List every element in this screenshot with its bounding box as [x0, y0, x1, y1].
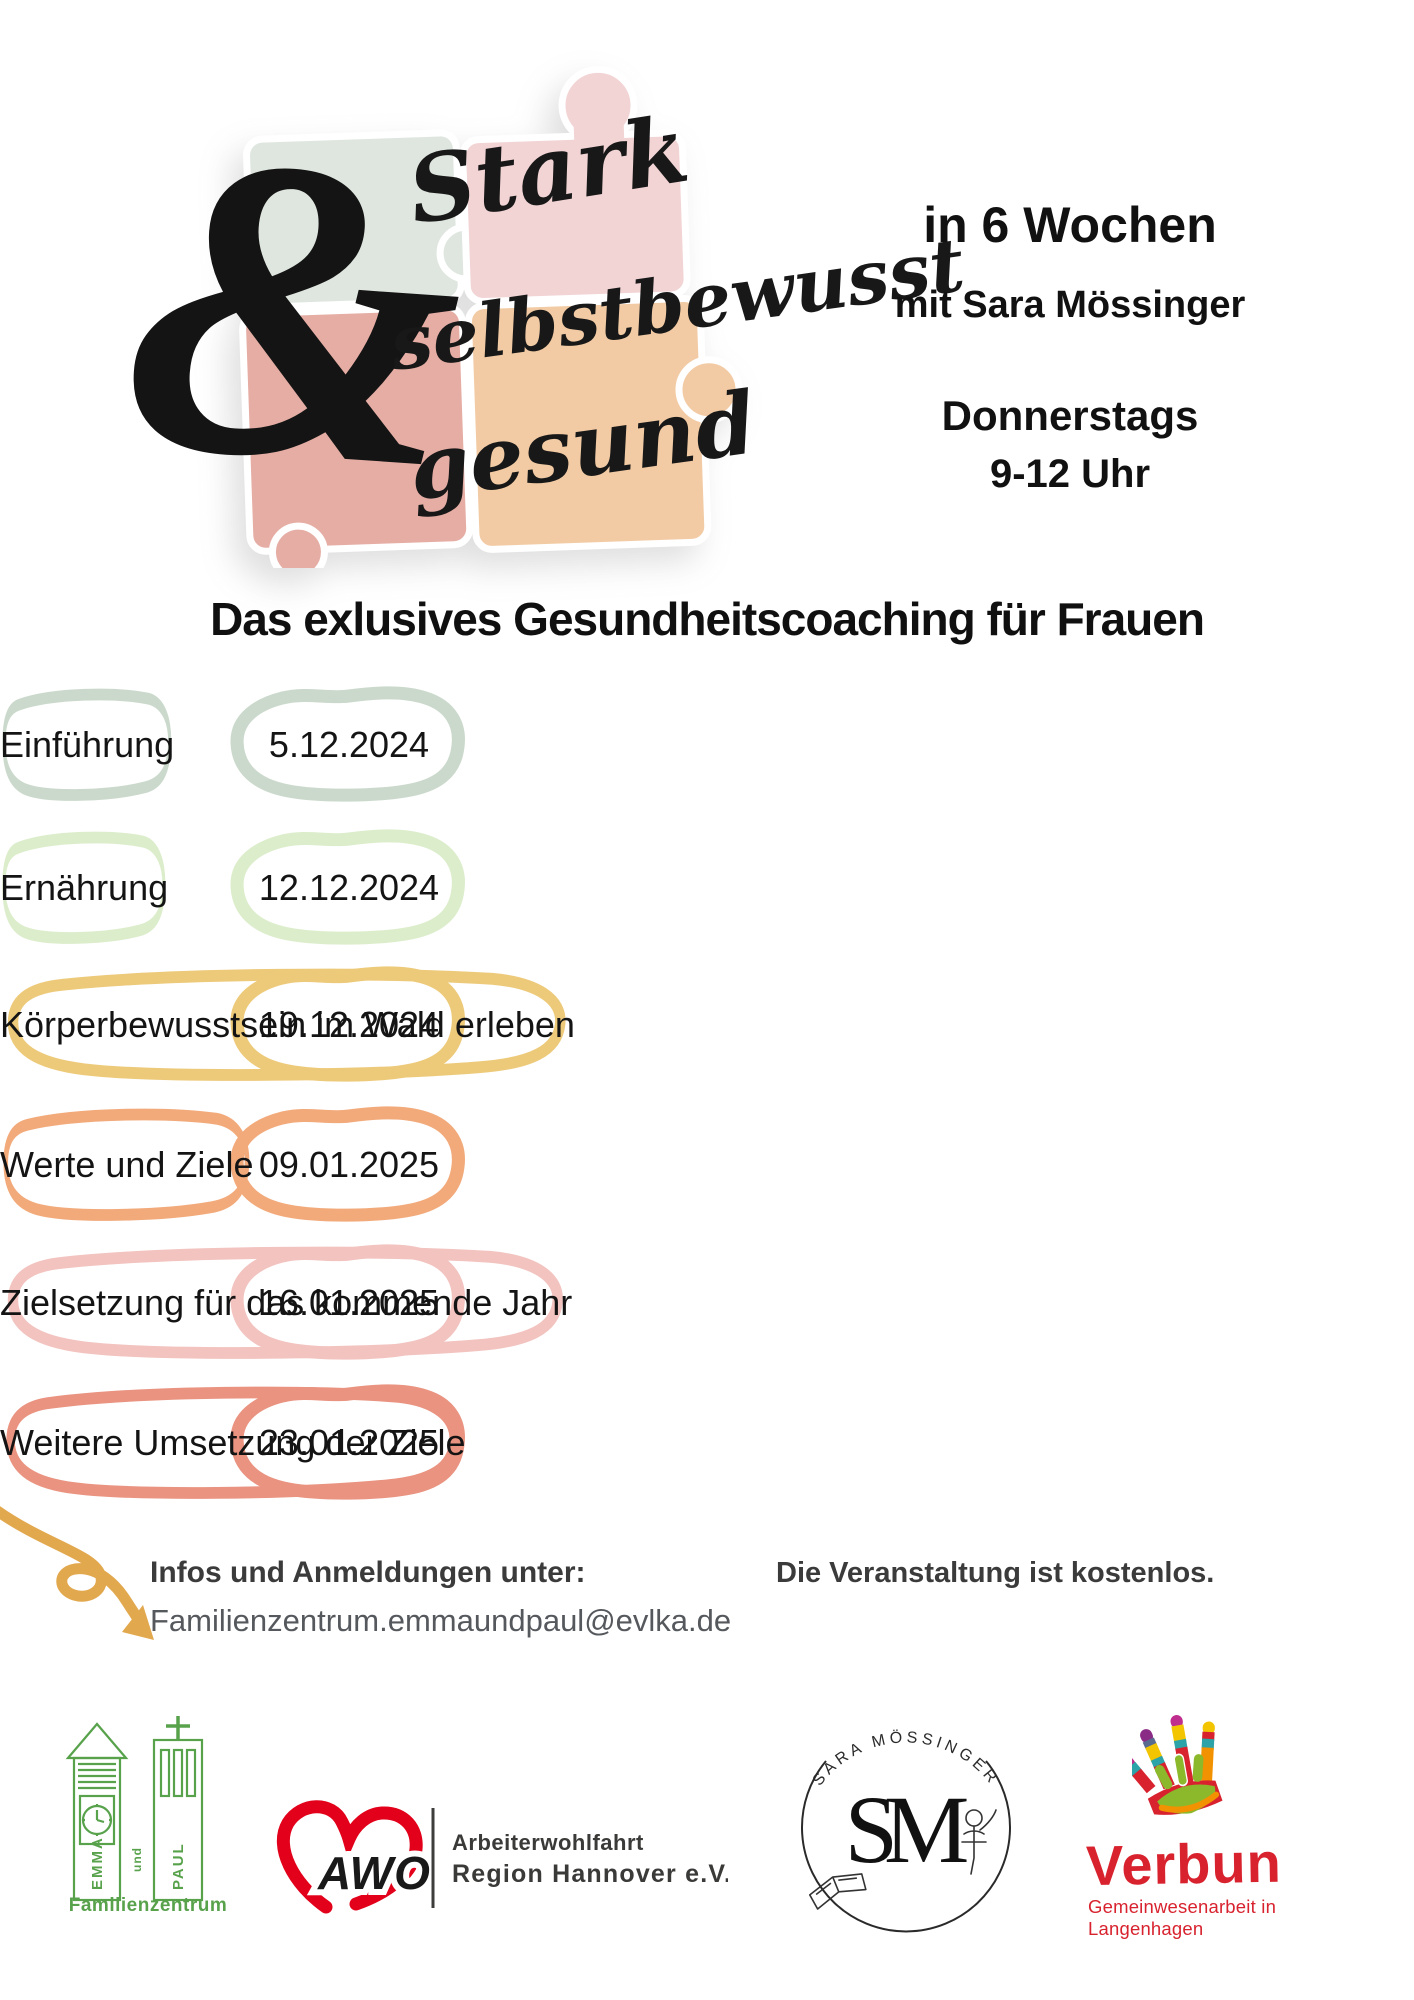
course-duration: in 6 Wochen	[923, 197, 1217, 253]
familienzentrum-caption: Familienzentrum	[69, 1895, 227, 1912]
tower-right-label: PAUL	[170, 1842, 187, 1890]
cross-icon	[166, 1716, 190, 1740]
finger-1	[1132, 1756, 1156, 1794]
schedule-row: 19.12.2024 Körperbewusstsein im Wald erl…	[0, 959, 1414, 1091]
heart-icon	[277, 1800, 423, 1914]
verbunt-logo: VerbunT Gemeinwesenarbeit in Langenhagen	[1070, 1698, 1360, 1939]
schedule-row: 23.01.2025 Weitere Umsetzung der Ziele	[0, 1377, 1414, 1509]
finger-4	[1199, 1721, 1215, 1781]
session-date: 09.01.2025	[258, 1144, 440, 1185]
session-topic: Ernährung	[0, 867, 169, 908]
awo-line1: Arbeiterwohlfahrt	[452, 1830, 644, 1855]
contact-email: Familienzentrum.emmaundpaul@evlka.de	[150, 1603, 732, 1638]
date-badge: 23.01.2025	[228, 1381, 470, 1505]
topic-badge: Körperbewusstsein im Wald erleben	[0, 968, 575, 1082]
session-date: 5.12.2024	[268, 724, 430, 765]
arrow-doodle-icon	[0, 1506, 154, 1640]
date-badge: 19.12.2024	[228, 963, 470, 1087]
session-topic: Zielsetzung für das kommende Jahr	[0, 1282, 573, 1323]
course-time: 9-12 Uhr	[989, 452, 1151, 496]
session-topic: Einführung	[0, 724, 175, 765]
session-topic: Werte und Ziele	[0, 1144, 254, 1185]
topic-badge: Werte und Ziele	[0, 1108, 253, 1222]
schedule-row: 12.12.2024 Ernährung	[0, 822, 1414, 954]
puzzle-piece-pink	[459, 65, 691, 306]
book-doodle	[808, 1873, 867, 1910]
tower-left-label: EMMA	[89, 1836, 106, 1890]
logo-circle	[801, 1760, 1011, 1933]
verbunt-tagline: Gemeinwesenarbeit in Langenhagen	[1088, 1896, 1277, 1939]
tower-roof	[65, 1722, 129, 1760]
date-badge: 12.12.2024	[228, 826, 470, 950]
awo-logo: AWO Arbeiterwohlfahrt Region Hannover e.…	[277, 1800, 728, 1914]
session-date: 23.01.2025	[258, 1422, 440, 1463]
topic-badge: Weitere Umsetzung der Ziele	[0, 1386, 466, 1500]
course-coach: mit Sara Mössinger	[894, 284, 1246, 326]
connector-label: und	[130, 1847, 144, 1872]
date-badge: 5.12.2024	[228, 683, 470, 807]
front-hand	[1154, 1753, 1220, 1814]
session-date: 12.12.2024	[258, 867, 440, 908]
verbunt-wordmark-outline-t: T	[1280, 1825, 1326, 1903]
topic-badge: Zielsetzung für das kommende Jahr	[0, 1246, 572, 1360]
info-label: Infos und Anmeldungen unter:	[150, 1556, 586, 1589]
date-badge: 16.01.2025	[228, 1241, 470, 1365]
session-date: 19.12.2024	[258, 1004, 440, 1045]
awo-acronym: AWO	[317, 1847, 431, 1899]
familienzentrum-logo: EMMA und PAUL Familienzentrum	[65, 1716, 227, 1912]
schedule-row: 09.01.2025 Werte und Ziele	[0, 1099, 1414, 1231]
puzzle-piece-peach	[464, 295, 743, 553]
session-topic: Weitere Umsetzung der Ziele	[0, 1422, 466, 1463]
schedule-row: 16.01.2025 Zielsetzung für das kommende …	[0, 1237, 1414, 1369]
verbunt-wordmark: VerbunT	[1085, 1825, 1326, 1906]
sm-monogram: SM	[845, 1776, 967, 1883]
date-badge: 09.01.2025	[228, 1103, 470, 1227]
puzzle-piece-salmon	[239, 303, 474, 568]
ballerina-doodle	[961, 1809, 997, 1875]
schedule-row: 5.12.2024 Einführung	[0, 679, 1414, 811]
puzzle-graphic	[239, 65, 743, 568]
session-date: 16.01.2025	[258, 1282, 440, 1323]
colorful-hand-icon	[1132, 1714, 1223, 1815]
page-title: Das exlusives Gesundheitscoaching für Fr…	[210, 593, 1205, 645]
topic-badge: Ernährung	[0, 831, 168, 945]
awo-line2: Region Hannover e.V.	[452, 1860, 728, 1888]
verbunt-wordmark-solid: Verbun	[1085, 1830, 1283, 1898]
topic-badge: Einführung	[0, 688, 174, 802]
session-topic: Körperbewusstsein im Wald erleben	[0, 1004, 575, 1045]
course-weekday: Donnerstags	[941, 392, 1199, 439]
sara-moessinger-logo: SARA MÖSSINGER SM	[801, 1728, 1011, 1933]
free-note: Die Veranstaltung ist kostenlos.	[776, 1557, 1215, 1589]
